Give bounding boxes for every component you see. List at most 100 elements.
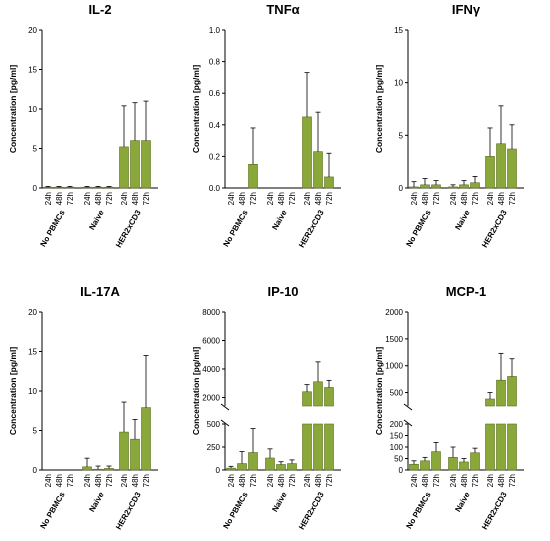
group-label: No PBMCs (404, 208, 433, 248)
group-label: Naive (270, 208, 289, 231)
bar (54, 186, 64, 189)
x-tick-label: 24h (44, 192, 53, 205)
x-tick-label: 72h (66, 474, 75, 487)
axis-break (220, 403, 230, 411)
bar (119, 146, 129, 189)
group-label: No PBMCs (221, 208, 250, 248)
bar (420, 460, 430, 471)
y-tick-label: 0 (33, 466, 38, 475)
group-label: Naive (270, 490, 289, 513)
bar (313, 151, 323, 189)
y-tick-label: 20 (28, 26, 37, 35)
group-label: No PBMCs (221, 490, 250, 530)
y-tick-label: 0.0 (209, 184, 221, 193)
bar (324, 423, 334, 471)
x-tick-label: 72h (471, 474, 480, 487)
y-tick-label: 50 (394, 455, 403, 464)
bar (324, 387, 334, 407)
y-axis-label: Concentration [pg/ml] (374, 65, 384, 153)
bar (409, 186, 419, 189)
x-tick-label: 48h (460, 474, 469, 487)
y-tick-label: 2000 (202, 393, 220, 402)
x-tick-label: 24h (83, 474, 92, 487)
panel-title: MCP-1 (446, 284, 486, 299)
x-tick-label: 48h (497, 474, 506, 487)
x-tick-label: 48h (238, 192, 247, 205)
panel-title: IL-17A (80, 284, 120, 299)
x-tick-label: 72h (325, 192, 334, 205)
y-tick-label: 0 (399, 184, 404, 193)
bar (459, 184, 469, 189)
x-tick-label: 72h (249, 474, 258, 487)
y-tick-label: 100 (390, 443, 404, 452)
y-tick-label: 6000 (202, 336, 220, 345)
x-tick-label: 24h (410, 474, 419, 487)
x-tick-label: 72h (471, 192, 480, 205)
x-tick-label: 72h (66, 192, 75, 205)
group-label: Naive (453, 208, 472, 231)
bar (324, 176, 334, 189)
y-tick-label: 15 (28, 348, 37, 357)
x-tick-label: 24h (83, 192, 92, 205)
y-tick-label: 15 (28, 66, 37, 75)
panel-title: IL-2 (88, 2, 111, 17)
axis-break (220, 419, 230, 427)
bar (507, 148, 517, 189)
axis-break (403, 419, 413, 427)
x-tick-label: 24h (449, 192, 458, 205)
x-tick-label: 48h (421, 192, 430, 205)
x-tick-label: 24h (227, 192, 236, 205)
bar (459, 461, 469, 471)
bar (448, 186, 458, 189)
x-tick-label: 72h (142, 192, 151, 205)
y-tick-label: 15 (394, 26, 403, 35)
bar (302, 391, 312, 407)
x-tick-label: 72h (249, 192, 258, 205)
x-tick-label: 72h (288, 192, 297, 205)
bar (43, 186, 53, 189)
x-tick-label: 24h (120, 192, 129, 205)
x-tick-label: 24h (410, 192, 419, 205)
y-tick-label: 5 (399, 131, 404, 140)
bar (82, 466, 92, 471)
group-label: HER2xCD3 (114, 490, 143, 531)
y-axis-label: Concentration [pg/ml] (8, 65, 18, 153)
y-tick-label: 1500 (385, 335, 403, 344)
y-tick-label: 1000 (385, 362, 403, 371)
y-tick-label: 0.4 (209, 121, 221, 130)
bar (130, 438, 140, 471)
y-tick-label: 1.0 (209, 26, 221, 35)
bar (65, 186, 75, 189)
x-tick-label: 48h (421, 474, 430, 487)
bar (409, 463, 419, 471)
y-tick-label: 0 (216, 466, 221, 475)
y-tick-label: 8000 (202, 308, 220, 317)
y-axis-label: Concentration [pg/ml] (191, 347, 201, 435)
bar (93, 186, 103, 189)
bar (119, 431, 129, 471)
bar (496, 379, 506, 407)
x-tick-label: 48h (94, 192, 103, 205)
y-tick-label: 150 (390, 432, 404, 441)
group-label: HER2xCD3 (297, 490, 326, 531)
bar (248, 164, 258, 189)
y-axis-label: Concentration [pg/ml] (374, 347, 384, 435)
bar (485, 423, 495, 471)
x-tick-label: 72h (105, 474, 114, 487)
y-tick-label: 0.6 (209, 89, 221, 98)
y-tick-label: 10 (28, 387, 37, 396)
x-tick-label: 48h (277, 192, 286, 205)
bar (431, 184, 441, 189)
bar (313, 381, 323, 407)
bar (287, 463, 297, 471)
bar (130, 140, 140, 189)
bar (237, 463, 247, 471)
x-tick-label: 24h (266, 474, 275, 487)
y-tick-label: 500 (390, 389, 404, 398)
x-tick-label: 48h (497, 192, 506, 205)
bar (496, 143, 506, 189)
bar (302, 423, 312, 471)
x-tick-label: 48h (55, 192, 64, 205)
x-tick-label: 48h (460, 192, 469, 205)
